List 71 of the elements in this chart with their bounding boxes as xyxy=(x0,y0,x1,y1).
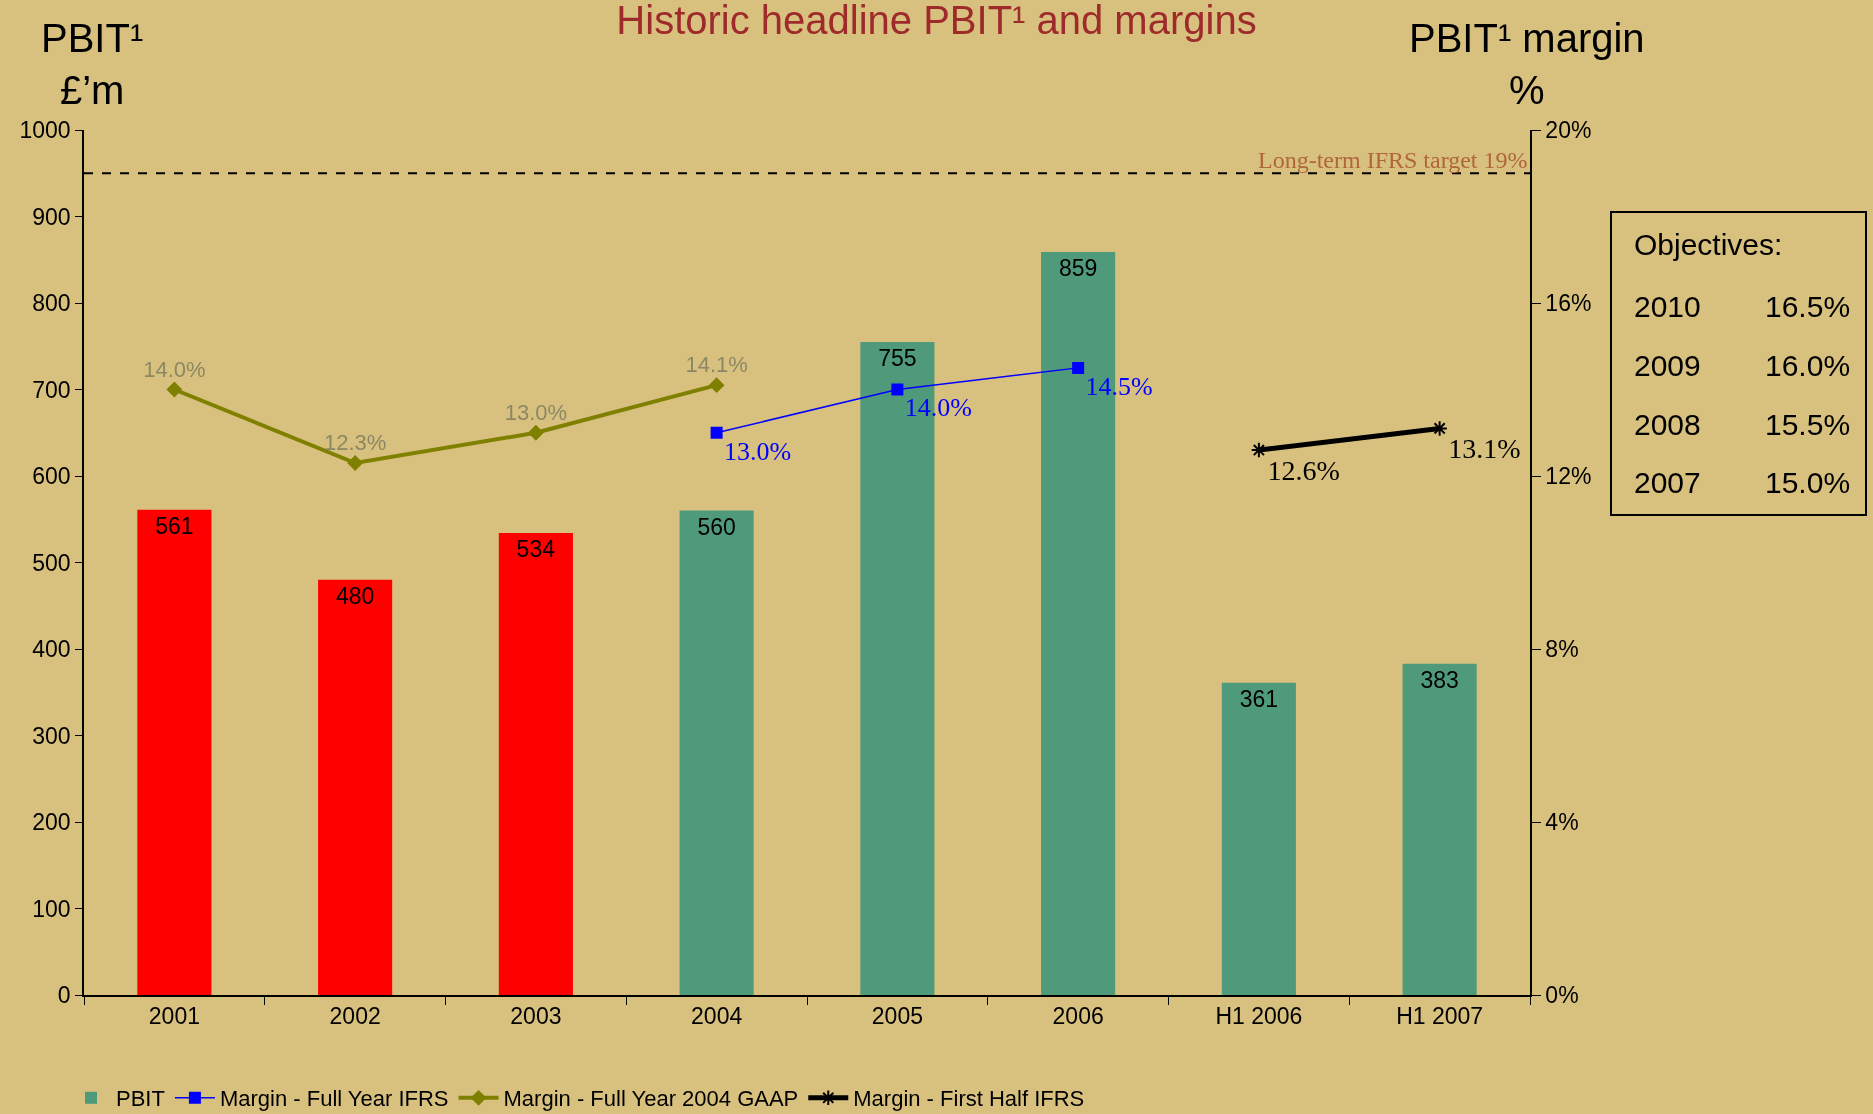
y-tick-label: 500 xyxy=(32,549,71,576)
data-label: 14.1% xyxy=(685,352,748,378)
y-tick-label: 100 xyxy=(32,895,71,922)
bar xyxy=(137,509,212,995)
data-label: 14.0% xyxy=(143,356,206,382)
point xyxy=(891,383,904,396)
text: 2009 xyxy=(1634,349,1701,382)
data-label: 13.0% xyxy=(723,436,792,466)
text: 2007 xyxy=(1634,466,1701,499)
y-tick-label: 800 xyxy=(32,290,71,317)
x-tick-label: 2005 xyxy=(871,1003,923,1030)
data-label: 560 xyxy=(697,513,736,540)
y2-tick-label: 8% xyxy=(1545,636,1579,663)
point xyxy=(1072,361,1085,374)
data-label: 383 xyxy=(1420,666,1459,693)
data-label: 12.6% xyxy=(1267,454,1340,486)
legend-label: Margin - Full Year IFRS xyxy=(219,1086,449,1112)
y-tick-label: 200 xyxy=(32,809,71,836)
x-tick-label: 2002 xyxy=(329,1003,381,1030)
y-tick-label: 700 xyxy=(32,376,71,403)
x-tick-label: H1 2007 xyxy=(1396,1003,1484,1030)
chart-title: Historic headline PBIT¹ and margins xyxy=(616,0,1257,42)
legend-label: PBIT xyxy=(116,1086,165,1112)
x-tick-label: 2003 xyxy=(510,1003,562,1030)
y-tick-label: 1000 xyxy=(19,117,71,144)
y2-tick-label: 20% xyxy=(1545,117,1592,144)
bar xyxy=(679,510,754,995)
data-label: 859 xyxy=(1058,254,1098,281)
x-tick-label: 2001 xyxy=(148,1003,200,1030)
data-label: 534 xyxy=(516,536,556,563)
y-tick-label: 400 xyxy=(32,636,71,663)
data-label: 480 xyxy=(335,582,375,609)
y-tick-label: 0 xyxy=(57,982,71,1009)
y-tick-label: 300 xyxy=(32,722,71,749)
bar xyxy=(1402,663,1477,995)
text: Objectives: xyxy=(1634,228,1783,261)
y2-tick-label: 0% xyxy=(1545,982,1579,1009)
y2-tick-label: 16% xyxy=(1545,290,1592,317)
y-tick-label: 600 xyxy=(32,463,71,490)
point xyxy=(709,377,725,393)
text: 2010 xyxy=(1634,290,1701,323)
text: 15.0% xyxy=(1765,466,1851,499)
point xyxy=(1431,420,1448,437)
y2-axis-title: PBIT¹ margin % xyxy=(1409,16,1645,112)
ref-line-label: Long-term IFRS target 19% xyxy=(1258,147,1528,173)
point xyxy=(347,455,363,471)
text: 16.5% xyxy=(1765,290,1851,323)
text: 16.0% xyxy=(1765,349,1851,382)
bar xyxy=(498,533,573,995)
data-label: 561 xyxy=(155,512,194,539)
x-tick-label: 2006 xyxy=(1052,1003,1104,1030)
x-tick-label: 2004 xyxy=(691,1003,743,1030)
text: 15.5% xyxy=(1765,408,1851,441)
bar xyxy=(318,579,393,995)
y-tick-label: 900 xyxy=(32,203,71,230)
data-label: 13.0% xyxy=(504,400,568,425)
y2-tick-label: 4% xyxy=(1545,809,1579,836)
data-label: 13.1% xyxy=(1448,432,1521,464)
data-label: 361 xyxy=(1239,685,1279,712)
point xyxy=(710,426,723,439)
bar xyxy=(1221,682,1296,995)
y2-tick-label: 12% xyxy=(1545,463,1592,490)
point xyxy=(528,425,544,441)
legend-label: Margin - Full Year 2004 GAAP xyxy=(503,1086,799,1112)
legend-label: Margin - First Half IFRS xyxy=(853,1086,1085,1112)
data-label: 755 xyxy=(878,344,917,371)
data-label: 12.3% xyxy=(323,430,387,456)
x-tick-label: H1 2006 xyxy=(1215,1003,1303,1030)
point xyxy=(166,382,182,397)
text: 2008 xyxy=(1634,408,1701,441)
y-axis-title: PBIT¹ £’m xyxy=(41,16,144,112)
